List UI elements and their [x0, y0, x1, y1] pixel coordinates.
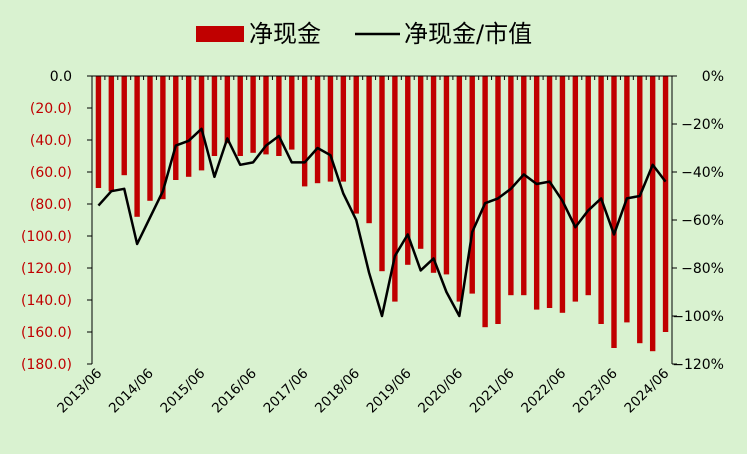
x-tick-label: 2018/06	[312, 366, 363, 417]
bar	[160, 76, 166, 200]
bar	[495, 76, 501, 324]
x-tick-label: 2022/06	[518, 366, 569, 417]
x-tick-label: 2019/06	[364, 366, 415, 417]
left-tick-label: (40.0)	[30, 133, 72, 149]
bar	[366, 76, 372, 224]
bar	[392, 76, 398, 302]
bar	[533, 76, 540, 310]
legend-swatch-bar	[196, 26, 244, 42]
x-tick-label: 2016/06	[209, 366, 260, 417]
bar	[211, 76, 218, 156]
left-tick-label: (120.0)	[21, 261, 72, 277]
x-tick-label: 2015/06	[157, 366, 208, 417]
x-tick-label: 2023/06	[570, 366, 621, 417]
bar	[250, 76, 256, 153]
x-tick-label: 2021/06	[467, 366, 518, 417]
bar	[559, 76, 566, 313]
bar	[572, 76, 579, 302]
bar	[585, 76, 591, 296]
right-tick-label: 0%	[702, 69, 724, 85]
bar	[237, 76, 243, 156]
line-path	[97, 127, 667, 318]
right-tick-label: −100%	[672, 309, 724, 325]
bar	[546, 76, 553, 308]
bar	[301, 76, 308, 187]
left-tick-label: 0.0	[50, 69, 72, 85]
bar	[508, 76, 514, 296]
left-tick-label: (20.0)	[30, 101, 72, 117]
left-tick-label: (100.0)	[21, 229, 72, 245]
left-tick-label: (180.0)	[21, 357, 72, 373]
bar	[276, 76, 282, 156]
bar	[185, 76, 192, 177]
bar	[134, 76, 140, 217]
bar	[289, 76, 295, 150]
right-tick-label: −40%	[681, 165, 724, 181]
line-series	[97, 127, 667, 318]
legend-label-bar: 净现金	[249, 20, 321, 48]
bar	[340, 76, 347, 182]
bar-series	[95, 76, 669, 352]
bar	[327, 76, 334, 182]
right-tick-label: −20%	[681, 117, 724, 133]
bar	[108, 76, 115, 192]
bar	[649, 76, 656, 352]
left-tick-label: (80.0)	[30, 197, 72, 213]
x-axis-ticks: 2013/06 2014/06 2015/06 2016/06 2017/06 2018/…	[54, 366, 672, 417]
right-axis-ticks: 0% −20% −40% −60% −80% −100% −120%	[672, 69, 724, 373]
right-tick-label: −120%	[672, 357, 724, 373]
x-tick-label: 2014/06	[106, 366, 157, 417]
x-tick-label: 2020/06	[415, 366, 466, 417]
bar	[456, 76, 463, 302]
bar	[521, 76, 527, 296]
bar	[224, 76, 231, 144]
left-tick-label: (60.0)	[30, 165, 72, 181]
x-tick-label: 2017/06	[261, 366, 312, 417]
bar	[662, 76, 669, 332]
bar	[430, 76, 437, 273]
legend-label-line: 净现金/市值	[404, 20, 532, 48]
bar	[405, 76, 411, 265]
left-axis-ticks: 0.0 (20.0) (40.0) (60.0) (80.0) (100.0) (120.0…	[21, 69, 92, 373]
bar	[198, 76, 205, 171]
right-tick-label: −60%	[681, 213, 724, 229]
bar	[443, 76, 450, 275]
left-tick-label: (140.0)	[21, 293, 72, 309]
bar	[417, 76, 424, 249]
bar	[173, 76, 179, 180]
bar	[637, 76, 643, 344]
bar	[121, 76, 127, 176]
bar	[469, 76, 475, 294]
x-tick-label: 2024/06	[621, 366, 672, 417]
bar	[95, 76, 102, 188]
bar	[314, 76, 321, 184]
bar	[147, 76, 153, 201]
bar	[379, 76, 385, 272]
right-tick-label: −80%	[681, 261, 724, 277]
legend: 净现金 净现金/市值	[196, 20, 532, 48]
x-tick-label: 2013/06	[54, 366, 105, 417]
left-tick-label: (160.0)	[21, 325, 72, 341]
bar	[353, 76, 359, 214]
bar	[611, 76, 617, 348]
bar	[263, 76, 269, 155]
bar	[482, 76, 488, 328]
